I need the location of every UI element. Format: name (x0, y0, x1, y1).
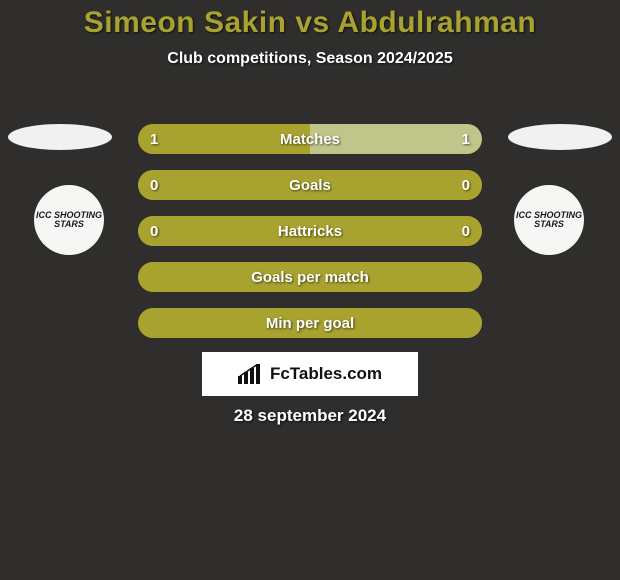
stat-label: Matches (138, 124, 482, 154)
source-badge-label: FcTables.com (270, 364, 382, 384)
date-label: 28 september 2024 (0, 406, 620, 426)
stat-bars: Matches11Goals00Hattricks00Goals per mat… (138, 124, 482, 354)
stat-row: Min per goal (138, 308, 482, 338)
subtitle: Club competitions, Season 2024/2025 (0, 50, 620, 68)
stat-value-right: 1 (462, 124, 470, 154)
bar-chart-icon (238, 364, 264, 384)
player-left-ellipse (8, 124, 112, 150)
stat-row: Hattricks0 0 (138, 216, 482, 246)
player-right-ellipse (508, 124, 612, 150)
player-right-avatar: ICC SHOOTING STARS (514, 185, 584, 255)
stat-label: Hattricks (138, 216, 482, 246)
page-title: Simeon Sakin vs Abdulrahman (0, 0, 620, 40)
stat-label: Goals per match (138, 262, 482, 292)
stat-label: Goals (138, 170, 482, 200)
source-badge[interactable]: FcTables.com (202, 352, 418, 396)
stat-row: Goals per match (138, 262, 482, 292)
stat-row: Goals0 0 (138, 170, 482, 200)
player-left-avatar-label: ICC SHOOTING STARS (34, 211, 104, 230)
stat-value-left: 0 (150, 170, 158, 200)
stat-value-left: 1 (150, 124, 158, 154)
stat-value-right: 0 (462, 216, 470, 246)
player-right-avatar-label: ICC SHOOTING STARS (514, 211, 584, 230)
player-left-avatar: ICC SHOOTING STARS (34, 185, 104, 255)
stats-comparison-card: Simeon Sakin vs Abdulrahman Club competi… (0, 0, 620, 580)
stat-value-left: 0 (150, 216, 158, 246)
stat-row: Matches1 1 (138, 124, 482, 154)
stat-label: Min per goal (138, 308, 482, 338)
stat-value-right: 0 (462, 170, 470, 200)
